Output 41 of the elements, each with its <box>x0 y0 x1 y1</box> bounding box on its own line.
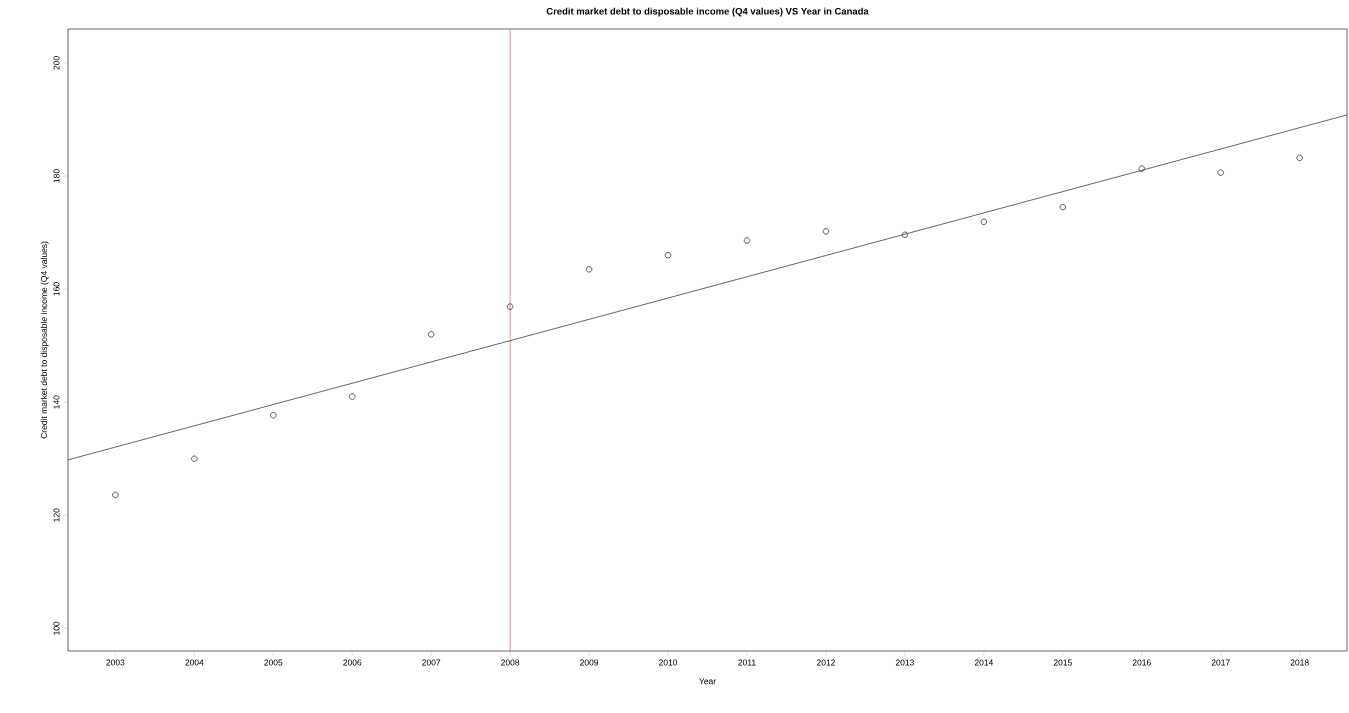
point <box>980 218 988 225</box>
x-axis-title: Year <box>699 678 716 685</box>
x-tick-label: 2017 <box>1211 659 1230 666</box>
point <box>1217 169 1224 176</box>
point <box>743 237 751 244</box>
point <box>664 251 672 259</box>
y-tick-label: 120 <box>53 508 60 522</box>
x-tick-label: 2013 <box>895 659 914 666</box>
point <box>349 393 356 400</box>
x-tick-label: 2015 <box>1053 659 1072 666</box>
y-tick-label: 200 <box>53 56 60 70</box>
chart-title: Credit market debt to disposable income (Q4 values) VS Year in Canada <box>546 7 869 17</box>
y-tick-label: 140 <box>53 395 60 409</box>
point <box>428 331 435 338</box>
point <box>585 266 593 273</box>
x-tick-label: 2004 <box>185 659 204 666</box>
x-tick-label: 2010 <box>659 659 678 666</box>
point <box>506 303 514 310</box>
x-tick-label: 2008 <box>501 659 520 666</box>
x-tick-label: 2005 <box>264 659 283 666</box>
point <box>191 455 198 462</box>
x-tick-label: 2016 <box>1132 659 1151 666</box>
y-tick-label: 160 <box>53 282 60 296</box>
x-tick-label: 2009 <box>580 659 599 666</box>
y-axis-title: Credit market debt to disposable income (Q4 values) <box>40 241 49 439</box>
point <box>1138 165 1145 172</box>
x-tick-label: 2011 <box>738 659 756 666</box>
point <box>822 228 830 235</box>
x-tick-label: 2018 <box>1290 659 1309 666</box>
point <box>1059 203 1066 211</box>
point <box>1296 154 1303 162</box>
point <box>270 412 277 419</box>
y-tick-label: 100 <box>53 621 60 635</box>
x-tick-label: 2014 <box>974 659 994 666</box>
y-tick-label: 180 <box>53 169 60 183</box>
x-tick-label: 2006 <box>343 659 362 666</box>
point <box>901 231 909 238</box>
point <box>112 491 119 499</box>
x-tick-label: 2012 <box>816 659 835 666</box>
x-tick-label: 2003 <box>106 659 125 666</box>
x-tick-label: 2007 <box>422 659 441 666</box>
